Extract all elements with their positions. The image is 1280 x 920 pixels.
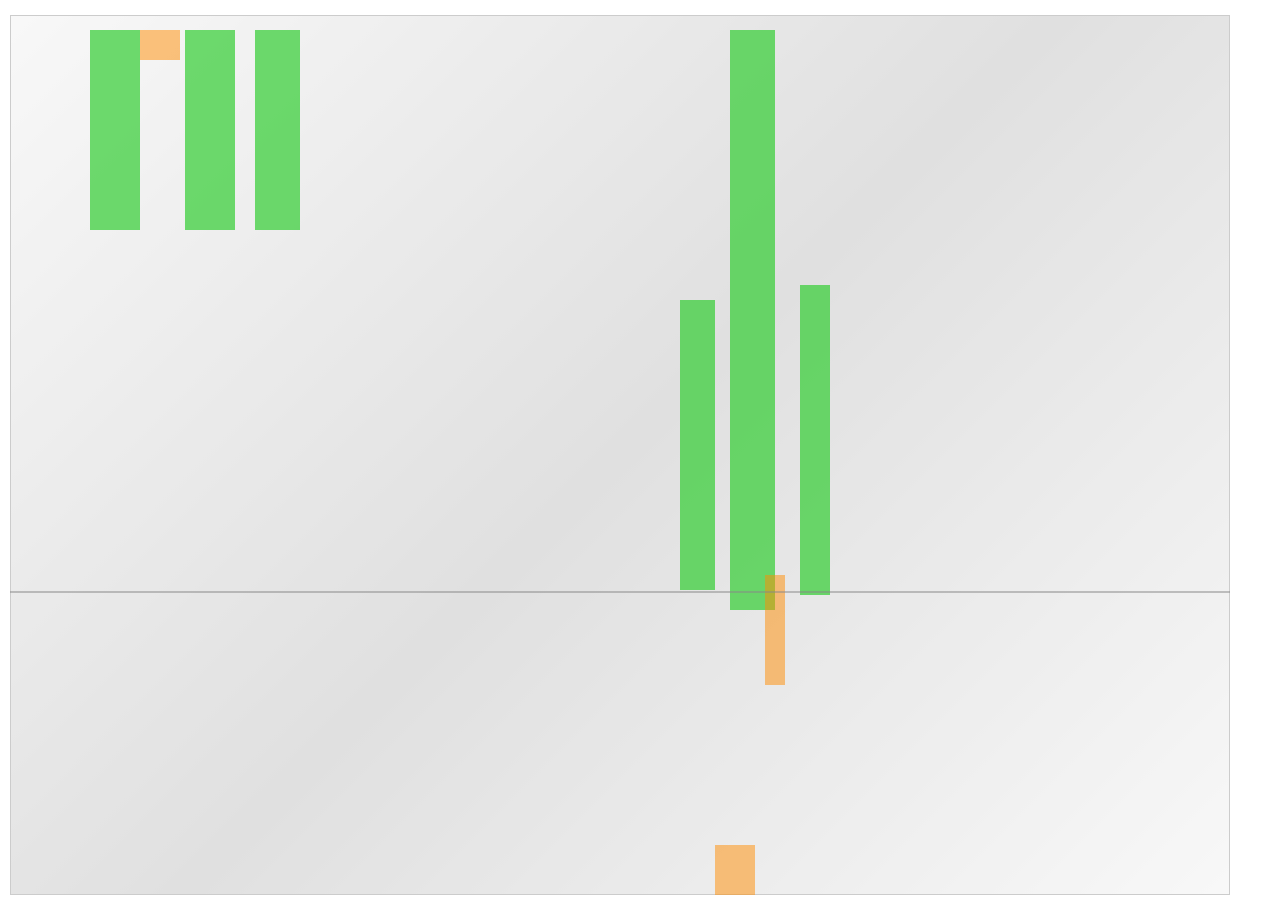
zone-rect — [185, 30, 235, 230]
zone-rect — [800, 285, 830, 595]
zone-rect — [90, 30, 140, 230]
y-axis — [1230, 15, 1280, 895]
zone-rect — [255, 30, 300, 230]
zone-rect — [680, 300, 715, 590]
x-axis — [10, 895, 1230, 920]
zone-orange — [715, 845, 755, 895]
zone-rect — [730, 30, 775, 610]
zone-orange — [765, 575, 785, 685]
zone-orange — [140, 30, 180, 60]
trading-chart[interactable] — [0, 0, 1280, 920]
